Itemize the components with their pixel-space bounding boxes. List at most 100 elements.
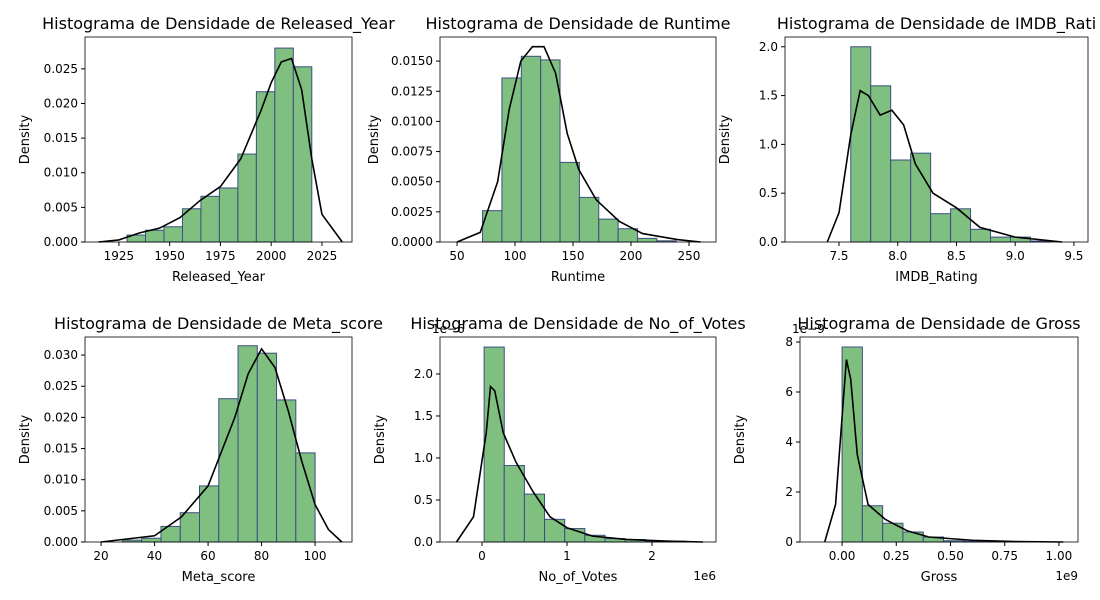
- histogram-bar: [540, 59, 561, 243]
- histogram-bar: [970, 228, 992, 243]
- x-tick-label: 200: [620, 249, 643, 263]
- y-axis-label: Density: [18, 414, 33, 464]
- x-tick-label: 1950: [154, 249, 185, 263]
- histogram-bar: [218, 398, 239, 543]
- y-tick-label: 2.0: [759, 40, 778, 54]
- y-tick-label: 0.000: [44, 535, 78, 549]
- histogram-bar: [990, 236, 1011, 243]
- y-tick-label: 0.5: [414, 493, 433, 507]
- histogram-bar: [902, 531, 924, 543]
- histogram-bar: [483, 346, 505, 543]
- x-tick-label: 150: [562, 249, 585, 263]
- kde-line: [455, 384, 704, 543]
- histogram-bar: [544, 518, 566, 543]
- x-tick-label: 2000: [256, 249, 287, 263]
- histogram-bar: [141, 537, 162, 543]
- x-tick-label: 2: [648, 549, 656, 563]
- x-tick-label: 250: [678, 249, 701, 263]
- x-axis-label: No_of_Votes: [539, 570, 618, 585]
- kde-line: [826, 89, 1063, 243]
- y-tick-label: 0.0075: [391, 145, 433, 159]
- x-tick-label: 0.25: [883, 549, 910, 563]
- y-tick-label: 0.0000: [391, 235, 433, 249]
- x-axis-label: Meta_score: [182, 570, 256, 585]
- y-tick-label: 6: [785, 385, 793, 399]
- y-tick-label: 0.015: [44, 442, 78, 456]
- x-tick-label: 0.50: [937, 549, 964, 563]
- subplot: 0 1 2 0.0 0.5 1.0 1.5 2.0 Histograma de Densidad…: [373, 314, 746, 585]
- histogram-bar: [870, 85, 892, 243]
- x-tick-label: 100: [304, 549, 327, 563]
- y-tick-label: 0.010: [44, 473, 78, 487]
- x-offset-label: 1e6: [693, 569, 716, 583]
- y-tick-label: 0.0100: [391, 114, 433, 128]
- histogram-bar: [910, 152, 932, 243]
- y-axis-label: Density: [367, 114, 382, 164]
- x-tick-label: 9.0: [1006, 249, 1025, 263]
- subplot-title: Histograma de Densidade de Runtime: [425, 14, 730, 33]
- histogram-bar: [274, 47, 294, 243]
- kde-line: [823, 359, 1064, 543]
- y-tick-label: 0.030: [44, 348, 78, 362]
- histogram-bar: [617, 228, 638, 243]
- subplot-title: Histograma de Densidade de IMDB_Rati: [777, 14, 1096, 34]
- kde-line: [100, 347, 343, 543]
- x-tick-label: 8.5: [947, 249, 966, 263]
- histogram-bar: [598, 218, 619, 243]
- histogram-bar: [200, 195, 220, 243]
- x-tick-label: 1: [563, 549, 571, 563]
- x-tick-label: 80: [254, 549, 269, 563]
- y-offset-label: 1e−6: [432, 322, 465, 336]
- x-tick-label: 100: [504, 249, 527, 263]
- y-tick-label: 0.000: [44, 235, 78, 249]
- histogram-bar: [503, 465, 525, 543]
- plot-area: [440, 337, 716, 542]
- y-tick-label: 1.0: [414, 451, 433, 465]
- x-axis-label: IMDB_Rating: [895, 270, 977, 285]
- y-tick-label: 0.015: [44, 131, 78, 145]
- axes-frame: [784, 36, 1089, 243]
- x-axis-label: Gross: [921, 570, 958, 585]
- subplot-title: Histograma de Densidade de Meta_score: [54, 314, 383, 334]
- axes-frame: [799, 336, 1079, 543]
- x-tick-label: 1925: [104, 249, 135, 263]
- x-tick-label: 9.5: [1064, 249, 1083, 263]
- histogram-bar: [559, 161, 580, 243]
- histogram-bar: [276, 399, 297, 543]
- x-tick-label: 0.00: [829, 549, 856, 563]
- x-tick-label: 8.0: [888, 249, 907, 263]
- histogram-bar: [520, 55, 542, 243]
- y-tick-label: 0.025: [44, 379, 78, 393]
- x-tick-label: 2025: [307, 249, 338, 263]
- histogram-bar: [523, 493, 546, 543]
- axes-frame: [84, 336, 353, 543]
- subplot: 50 100 150 200 250 0.0000 0.0025 0.0050 0.0075 0.…: [367, 14, 731, 285]
- x-tick-label: 0: [478, 549, 486, 563]
- axes-frame: [84, 36, 353, 243]
- x-tick-label: 60: [200, 549, 215, 563]
- y-tick-label: 0.0025: [391, 205, 433, 219]
- subplot: 20 40 60 80 100 0.000 0.005 0.010 0.015 0.020 0.02…: [18, 314, 383, 585]
- y-tick-label: 0.0150: [391, 54, 433, 68]
- axes-frame: [439, 36, 717, 243]
- x-tick-label: 7.5: [829, 249, 848, 263]
- y-tick-label: 0.020: [44, 96, 78, 110]
- y-tick-label: 4: [785, 435, 793, 449]
- axes-frame: [439, 336, 717, 543]
- x-axis-label: Runtime: [551, 270, 605, 285]
- kde-line: [98, 57, 343, 243]
- histogram-bar: [850, 46, 872, 243]
- histogram-bar: [578, 196, 600, 243]
- x-tick-label: 20: [93, 549, 108, 563]
- histogram-bar: [145, 229, 165, 243]
- kde-line: [456, 45, 701, 243]
- y-axis-label: Density: [373, 414, 388, 464]
- y-tick-label: 0: [785, 535, 793, 549]
- histogram-bar: [890, 159, 912, 243]
- y-tick-label: 1.5: [759, 89, 778, 103]
- histogram-bar: [950, 208, 972, 243]
- y-tick-label: 0.020: [44, 410, 78, 424]
- histogram-bar: [882, 522, 904, 543]
- histogram-bar: [218, 187, 239, 243]
